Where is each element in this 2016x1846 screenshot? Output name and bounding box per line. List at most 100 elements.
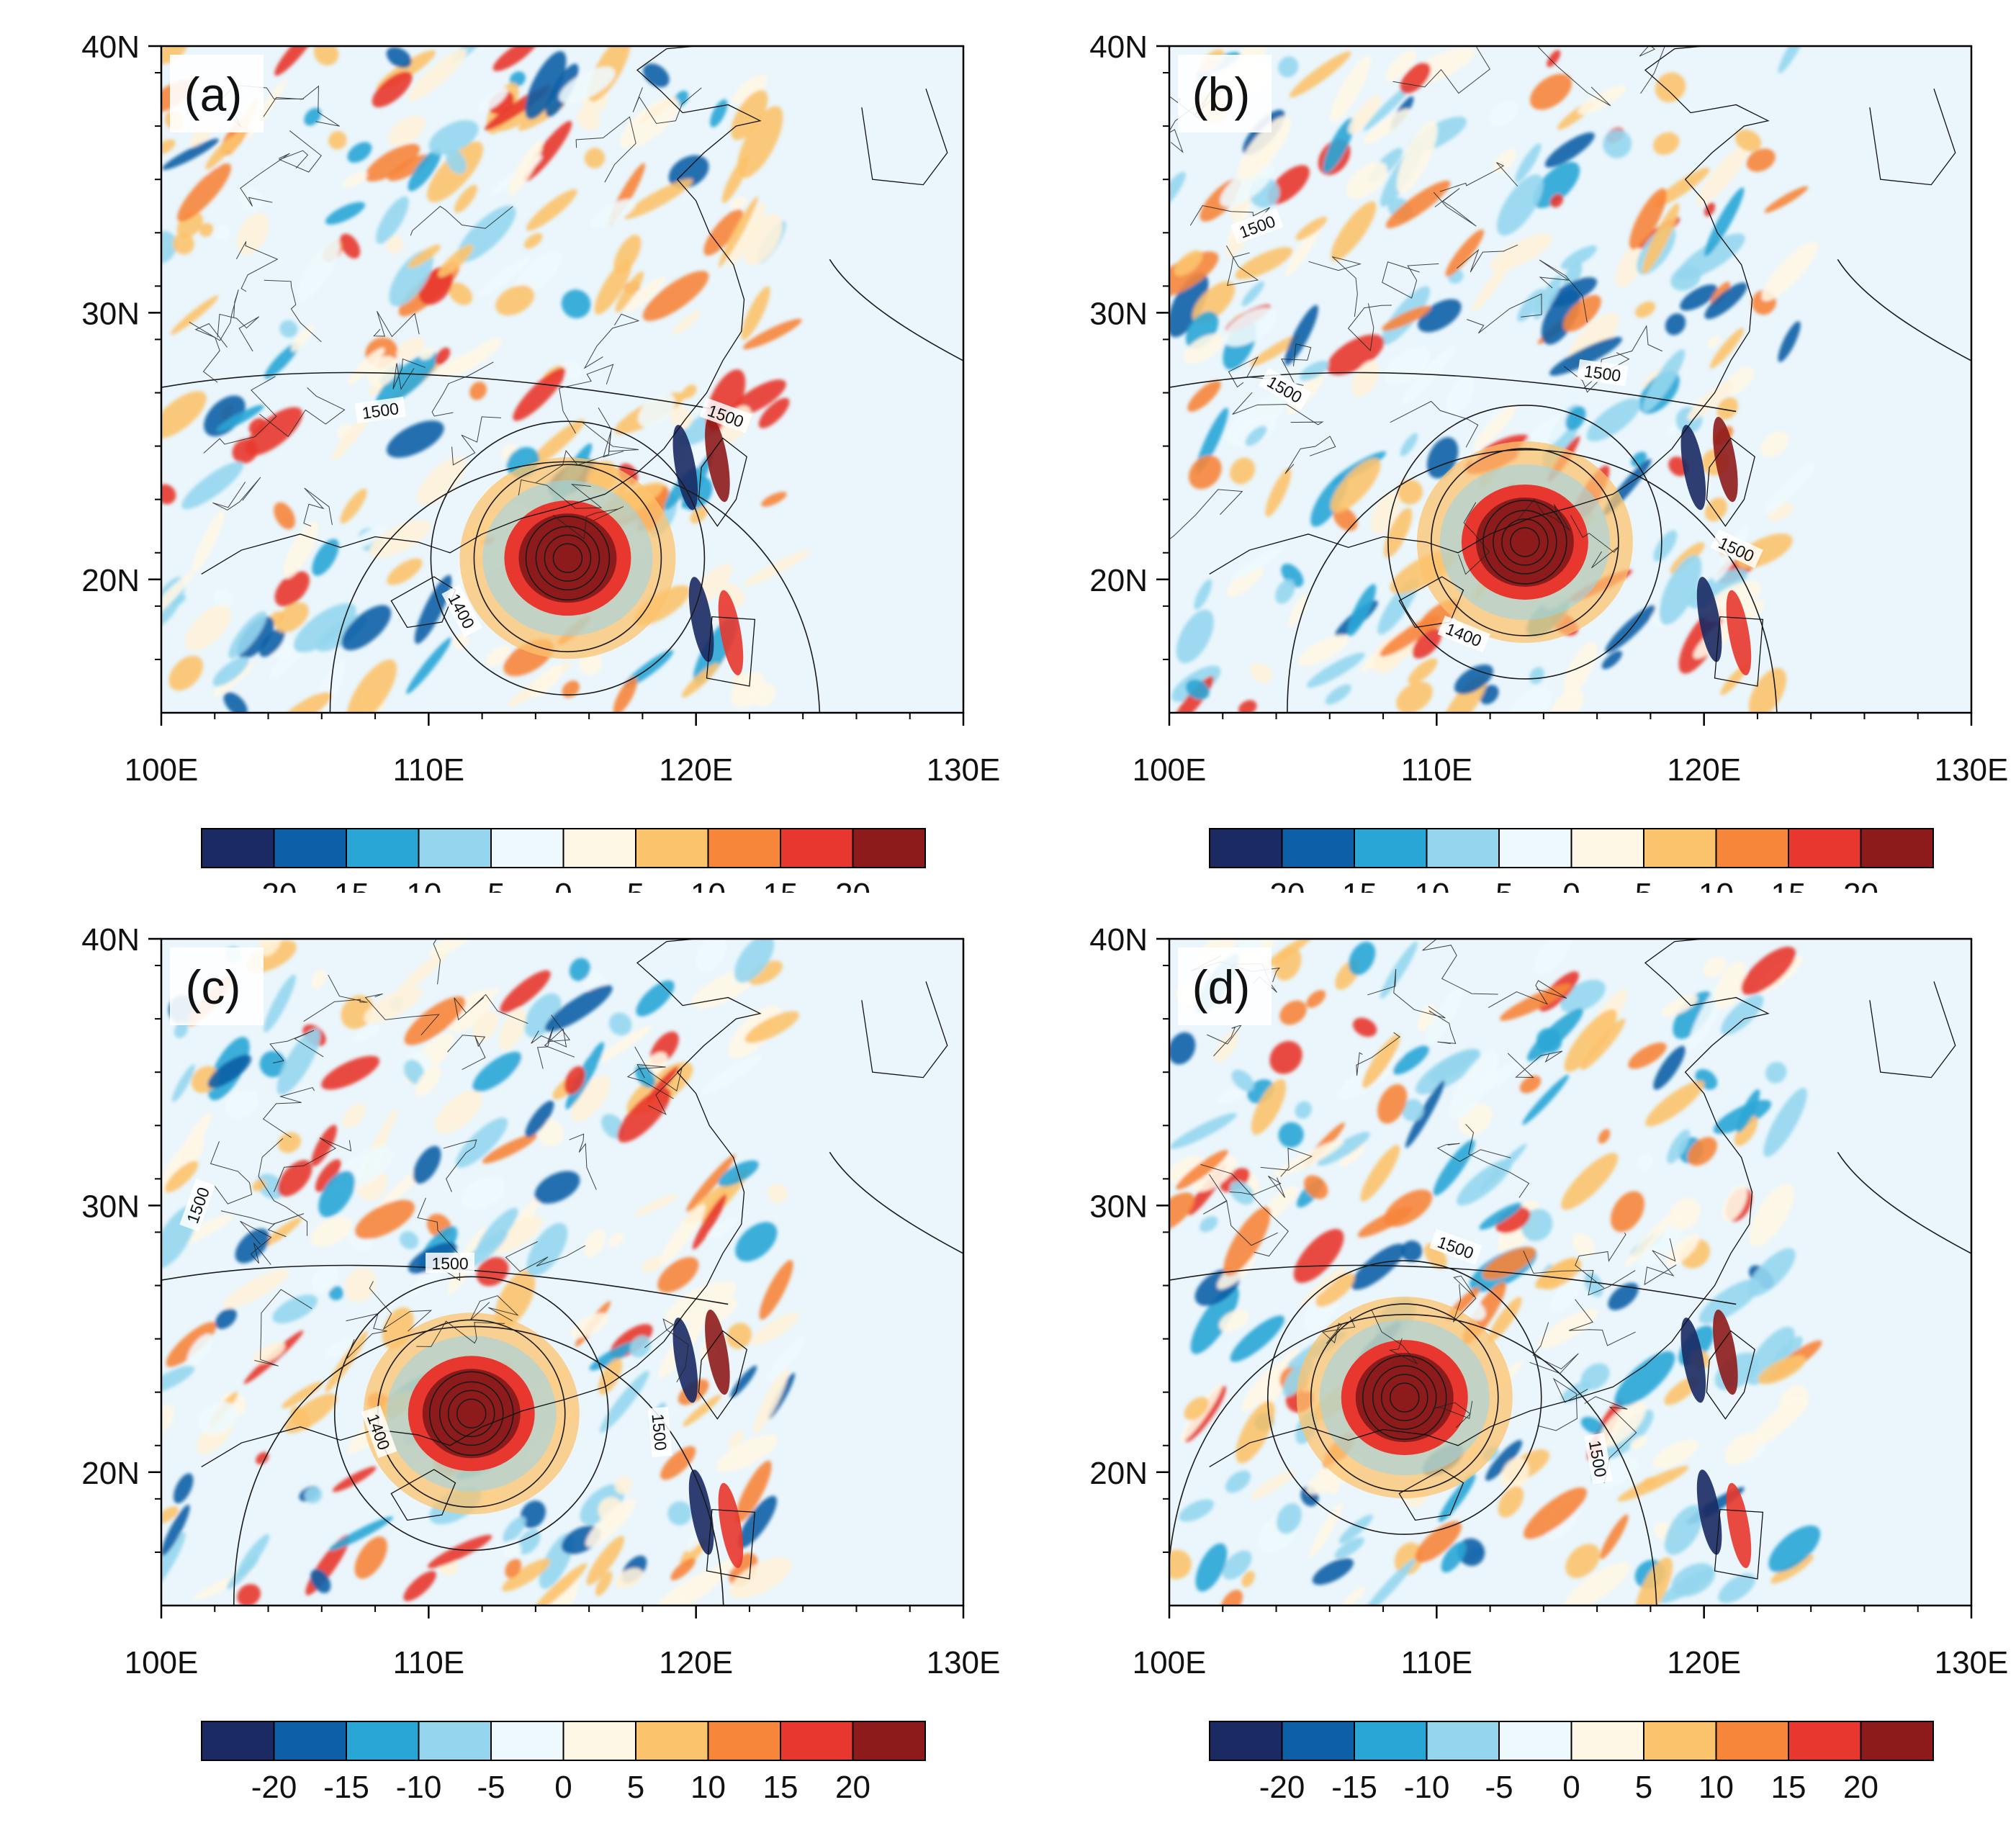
colorbar-tick-label: 20 bbox=[835, 1770, 870, 1805]
anomaly-blob bbox=[1565, 406, 1586, 431]
anomaly-blob bbox=[1747, 1248, 1796, 1297]
anomaly-blob bbox=[1241, 1362, 1284, 1413]
panel-label-bg bbox=[1178, 55, 1272, 132]
anomaly-blob bbox=[1326, 334, 1385, 375]
province-boundary bbox=[581, 421, 639, 458]
colorbar-tick-label: 10 bbox=[1698, 1770, 1734, 1805]
anomaly-blob bbox=[1250, 1470, 1295, 1500]
colorbar-tick-label: 20 bbox=[1843, 877, 1878, 893]
coastal-anomaly bbox=[672, 425, 698, 510]
anomaly-blob bbox=[1382, 305, 1431, 331]
anomaly-blob bbox=[564, 1066, 585, 1095]
anomaly-blob bbox=[235, 1228, 269, 1264]
anomaly-blob bbox=[161, 1531, 186, 1596]
province-boundary bbox=[505, 1241, 586, 1272]
anomaly-blob bbox=[346, 659, 397, 713]
anomaly-blob bbox=[435, 1090, 482, 1134]
colorbar-swatch bbox=[707, 828, 781, 868]
anomaly-blob bbox=[759, 1260, 793, 1320]
colorbar-swatch bbox=[780, 828, 854, 868]
anomaly-blob bbox=[451, 338, 503, 375]
anomaly-blob bbox=[199, 222, 214, 237]
anomaly-blob bbox=[1563, 641, 1597, 695]
anomaly-blob bbox=[1339, 1141, 1366, 1167]
core-anomaly bbox=[518, 513, 617, 603]
typhoon-core bbox=[363, 1313, 580, 1515]
anomaly-blob bbox=[259, 939, 283, 957]
hainan-coastline bbox=[390, 1469, 456, 1521]
anomaly-blob bbox=[1764, 186, 1809, 213]
anomaly-blob bbox=[279, 320, 298, 338]
anomaly-blob bbox=[1295, 217, 1328, 240]
anomaly-blob bbox=[1176, 1150, 1228, 1190]
anomaly-blob bbox=[386, 47, 412, 68]
anomaly-blob bbox=[387, 115, 426, 146]
anomaly-blob bbox=[1548, 277, 1598, 307]
anomaly-blob bbox=[1629, 188, 1667, 250]
coastal-anomaly bbox=[688, 1469, 714, 1555]
colorbar-swatch bbox=[273, 828, 347, 868]
colorbar-swatch bbox=[852, 1721, 926, 1761]
contour-1400 bbox=[430, 420, 706, 695]
anomaly-blob bbox=[161, 1365, 195, 1394]
anomaly-blob bbox=[328, 1516, 393, 1551]
anomaly-blob bbox=[1551, 689, 1584, 713]
anomaly-blob bbox=[1572, 1232, 1595, 1258]
anomaly-blob bbox=[1698, 1279, 1761, 1324]
core-anomaly bbox=[1355, 1353, 1454, 1443]
x-tick-label: 110E bbox=[393, 752, 465, 788]
anomaly-blob bbox=[502, 1558, 551, 1592]
province-boundary bbox=[346, 1313, 387, 1359]
anomaly-blob bbox=[583, 1229, 606, 1258]
anomaly-blob bbox=[1746, 1326, 1795, 1385]
province-boundary bbox=[575, 116, 636, 183]
anomaly-blob bbox=[586, 1536, 625, 1585]
anomaly-blob bbox=[1303, 1175, 1328, 1199]
anomaly-blob bbox=[1665, 313, 1686, 336]
anomaly-blob bbox=[328, 1286, 343, 1301]
colorbar-swatch bbox=[273, 1721, 347, 1761]
contour-1500-east bbox=[829, 258, 963, 361]
panel-label-bg bbox=[170, 947, 264, 1025]
anomaly-blob bbox=[523, 233, 543, 249]
anomaly-blob bbox=[472, 1051, 522, 1092]
map-frame bbox=[1168, 937, 1973, 1607]
anomaly-blob bbox=[311, 1125, 337, 1166]
colorbar-tick-label: -5 bbox=[477, 1770, 505, 1805]
y-tick-label: 20N bbox=[81, 563, 140, 598]
anomaly-blob bbox=[192, 510, 225, 574]
colorbar-tick-label: 0 bbox=[1562, 1770, 1580, 1805]
anomaly-blob bbox=[406, 637, 452, 694]
coastal-anomaly bbox=[1680, 425, 1706, 510]
panel-a: 1500 1500 1400 (a) 100E 110E 120E 130E 20N 30N 40N… bbox=[0, 0, 1008, 912]
y-tick-label: 20N bbox=[1089, 563, 1148, 598]
anomaly-blob bbox=[1519, 1075, 1542, 1094]
anomaly-blob bbox=[1331, 458, 1381, 513]
anomaly-blob bbox=[328, 130, 347, 150]
anomaly-blob bbox=[291, 325, 314, 352]
anomaly-blob bbox=[340, 233, 361, 259]
colorbar-swatch bbox=[1498, 828, 1572, 868]
anomaly-blob bbox=[748, 960, 783, 985]
colorbar-swatch bbox=[1570, 828, 1644, 868]
anomaly-blob bbox=[1696, 143, 1750, 206]
anomaly-blob bbox=[1238, 700, 1257, 713]
province-boundary bbox=[1422, 939, 1498, 995]
map-frame bbox=[1168, 45, 1973, 714]
anomaly-blob bbox=[750, 1312, 799, 1346]
anomaly-blob bbox=[438, 244, 474, 278]
core-contour bbox=[1389, 1382, 1420, 1413]
anomaly-blob bbox=[1194, 579, 1212, 610]
core-contour bbox=[544, 534, 592, 582]
anomaly-blob bbox=[1778, 46, 1807, 73]
anomaly-blob bbox=[1190, 1286, 1239, 1354]
province-boundary bbox=[433, 939, 441, 985]
contour-label-bg bbox=[426, 1252, 475, 1273]
coastal-anomaly bbox=[688, 577, 714, 662]
anomaly-blob bbox=[1611, 1191, 1644, 1233]
province-boundary bbox=[1432, 1400, 1473, 1428]
anomaly-blob bbox=[767, 1335, 806, 1382]
height-contours bbox=[161, 1151, 963, 1606]
anomaly-blob bbox=[498, 1008, 526, 1050]
axes: 100E 110E 120E 130E 20N 30N 40N bbox=[81, 30, 1000, 788]
